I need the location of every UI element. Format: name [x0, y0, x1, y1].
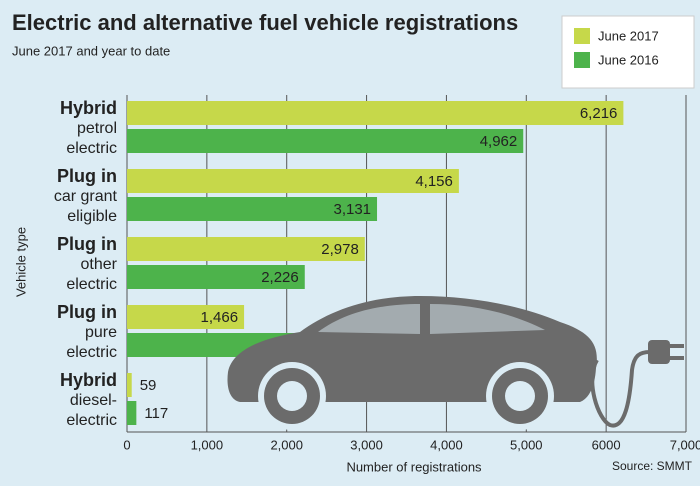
bar — [127, 169, 459, 193]
value-label: 117 — [144, 405, 168, 422]
legend-swatch — [574, 28, 590, 44]
value-label: 2,226 — [261, 269, 299, 286]
plug-pin — [670, 344, 684, 348]
value-label: 2,978 — [321, 241, 359, 258]
y-tick-label: Plug in — [57, 234, 117, 254]
y-tick-label: electric — [66, 412, 117, 429]
y-tick-label: pure — [85, 324, 117, 341]
value-label: 4,156 — [415, 173, 453, 190]
bar — [127, 265, 305, 289]
x-tick-label: 7,000 — [670, 437, 700, 452]
chart-title: Electric and alternative fuel vehicle re… — [12, 10, 518, 35]
source: Source: SMMT — [612, 459, 693, 473]
legend: June 2017 June 2016 — [561, 15, 695, 89]
bar — [127, 305, 245, 329]
cable — [590, 350, 651, 428]
value-label: 6,216 — [580, 105, 618, 122]
x-axis-title: Number of registrations — [346, 459, 482, 474]
plug-pin — [670, 356, 684, 360]
plug — [648, 340, 670, 364]
x-tick-label: 5,000 — [510, 437, 543, 452]
bar — [127, 197, 378, 221]
legend-label: June 2017 — [598, 28, 659, 43]
legend-swatch — [574, 52, 590, 68]
y-tick-label: electric — [66, 140, 117, 157]
x-tick-label: 1,000 — [191, 437, 224, 452]
y-tick-label: Hybrid — [60, 370, 117, 390]
y-tick-label: diesel- — [70, 392, 117, 409]
bar — [127, 401, 137, 425]
x-tick-label: 3,000 — [350, 437, 383, 452]
car-illustration — [227, 296, 684, 430]
y-axis-title: Vehicle type — [13, 227, 28, 297]
y-tick-label: petrol — [77, 120, 117, 137]
y-tick-label: electric — [66, 344, 117, 361]
hub — [505, 381, 535, 411]
chart-subtitle: June 2017 and year to date — [12, 43, 170, 58]
bar — [127, 101, 624, 125]
x-tick-label: 4,000 — [430, 437, 463, 452]
y-tick-label: electric — [66, 276, 117, 293]
y-tick-label: car grant — [54, 188, 118, 205]
value-label: 1,466 — [201, 309, 239, 326]
y-tick-label: Plug in — [57, 166, 117, 186]
bar — [127, 237, 365, 261]
y-tick-label: other — [81, 256, 118, 273]
x-tick-label: 0 — [123, 437, 130, 452]
value-label: 59 — [140, 377, 157, 394]
car-windows — [318, 304, 545, 334]
bar — [127, 129, 524, 153]
y-tick-label: Hybrid — [60, 98, 117, 118]
y-tick-label: Plug in — [57, 302, 117, 322]
value-label: 4,962 — [480, 133, 518, 150]
legend-label: June 2016 — [598, 52, 659, 67]
x-tick-label: 2,000 — [270, 437, 303, 452]
x-tick-label: 6000 — [592, 437, 621, 452]
value-label: 3,131 — [333, 201, 371, 218]
hub — [277, 381, 307, 411]
y-tick-label: eligible — [67, 208, 117, 225]
bar — [127, 373, 132, 397]
